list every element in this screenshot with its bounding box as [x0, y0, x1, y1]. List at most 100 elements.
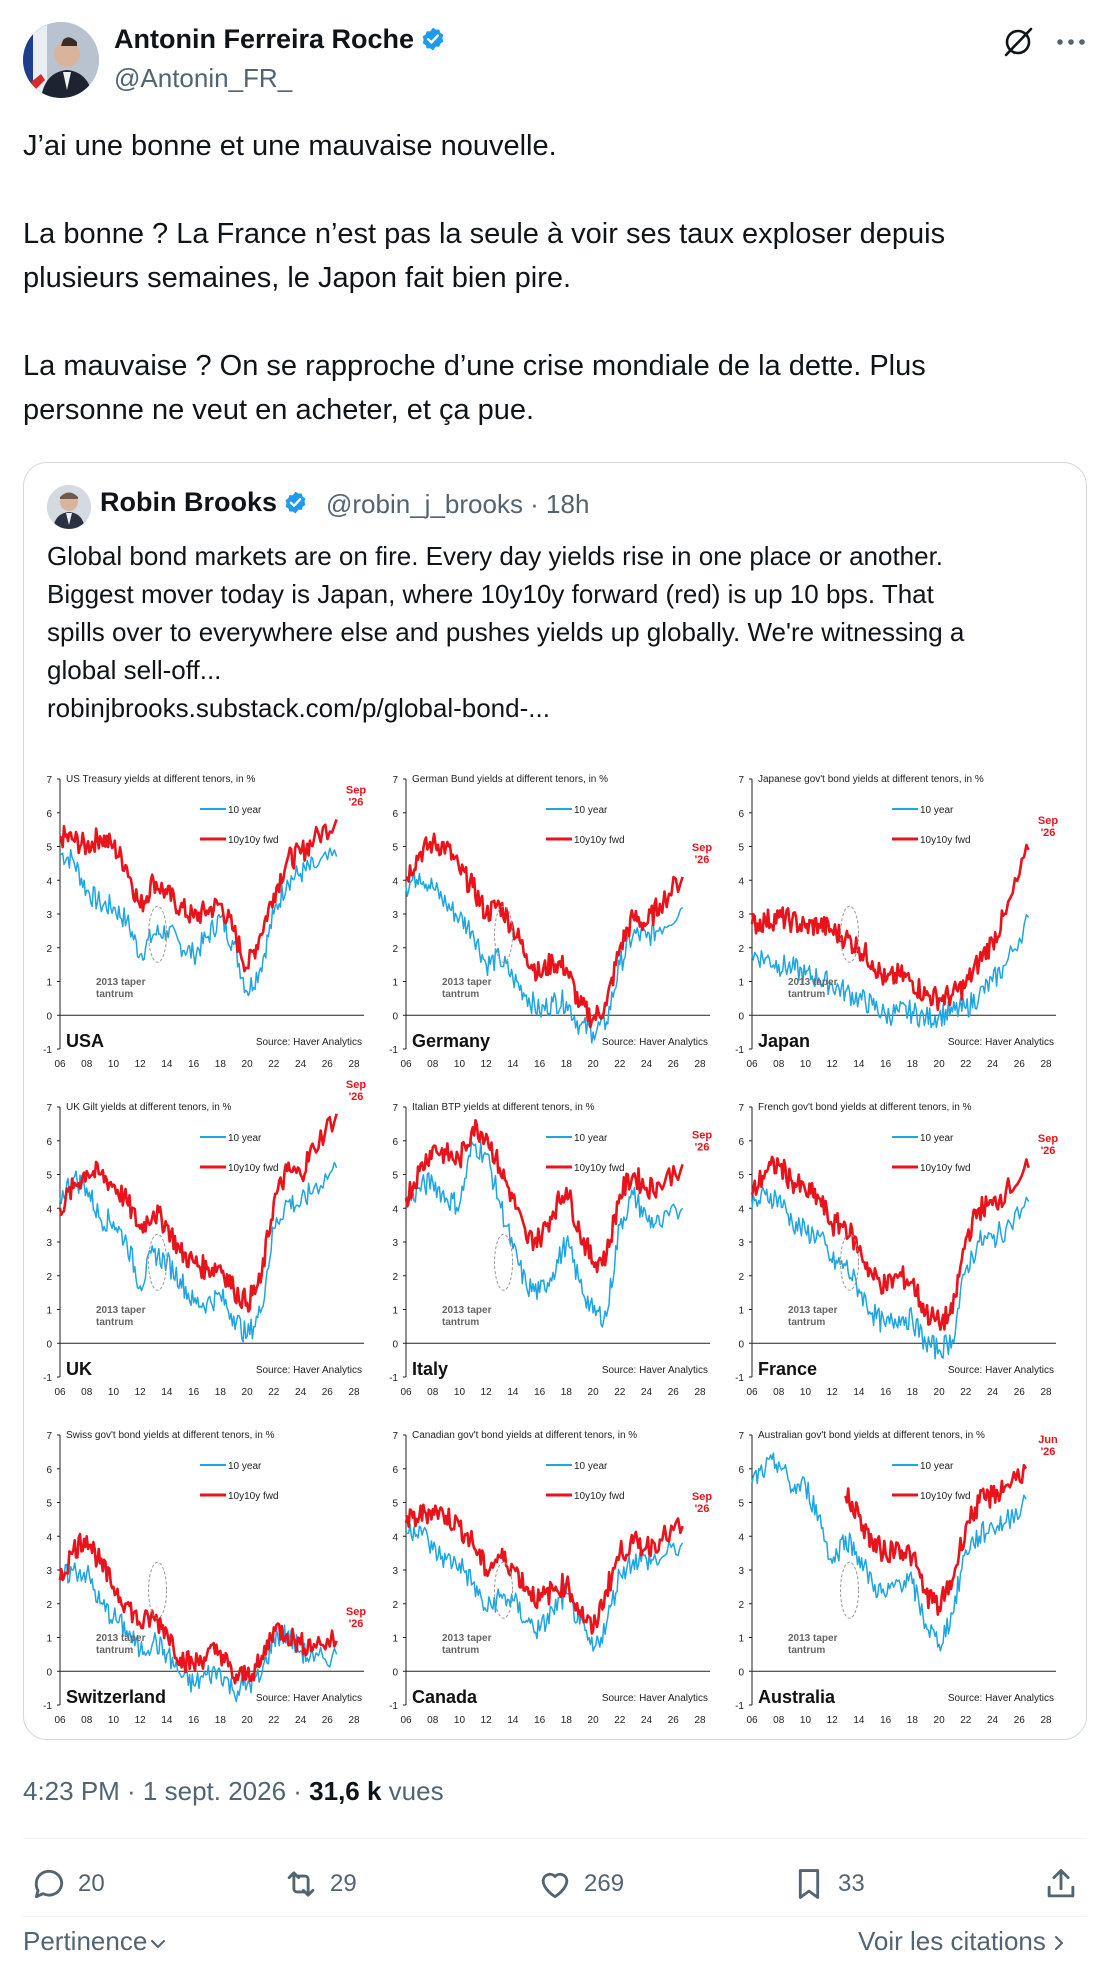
taper-tantrum-ellipse	[494, 1561, 514, 1619]
quoted-author-name-row[interactable]: Robin Brooks	[100, 487, 308, 518]
chevron-right-icon	[1054, 1936, 1063, 1950]
grok-icon[interactable]	[1000, 24, 1036, 60]
x-tick-label: 16	[880, 1387, 892, 1398]
verified-badge-icon	[285, 491, 306, 514]
series-line-10y10y-fwd	[404, 1503, 684, 1635]
x-tick-label: 06	[400, 1059, 412, 1070]
y-tick-label: 2	[392, 1272, 398, 1283]
y-tick-label: 1	[392, 978, 398, 989]
annotation-text: 2013 taper	[442, 1305, 492, 1316]
like-button[interactable]: 269	[536, 1864, 624, 1904]
x-tick-label: 28	[694, 1059, 706, 1070]
tweet-line: J’ai une bonne et une mauvaise nouvelle.	[23, 130, 557, 162]
y-tick-label: 2	[738, 1600, 744, 1611]
author-name-row[interactable]: Antonin Ferreira Roche	[114, 24, 446, 55]
reply-button[interactable]: 20	[30, 1864, 105, 1904]
end-date-label: Sep	[1038, 1133, 1058, 1145]
sort-dropdown[interactable]: Pertinence	[23, 1926, 167, 1957]
x-tick-label: 10	[108, 1715, 120, 1726]
quoted-author-handle-time[interactable]: @robin_j_brooks · 18h	[326, 489, 590, 519]
author-avatar[interactable]	[23, 22, 99, 98]
y-tick-label: -1	[735, 1045, 744, 1056]
tweet-timestamp[interactable]: 4:23 PM · 1 sept. 2026 ·	[23, 1776, 310, 1806]
tweet-line: personne ne veut en acheter, et ça pue.	[23, 394, 535, 426]
tweet-text: J’ai une bonne et une mauvaise nouvelle.…	[23, 124, 1083, 432]
annotation-text: 2013 taper	[96, 1633, 146, 1644]
source-label: Source: Haver Analytics	[948, 1693, 1054, 1704]
chart-title: Japanese gov't bond yields at different …	[758, 774, 984, 785]
x-tick-label: 24	[987, 1059, 999, 1070]
share-icon	[1047, 1869, 1075, 1898]
share-button[interactable]	[1042, 1864, 1090, 1904]
y-tick-label: 2	[738, 1272, 744, 1283]
y-tick-label: -1	[735, 1701, 744, 1712]
quoted-author-name[interactable]: Robin Brooks	[100, 487, 278, 517]
legend-label: 10 year	[920, 1133, 954, 1144]
y-tick-label: 0	[46, 1011, 52, 1022]
quoted-author-avatar[interactable]	[47, 485, 91, 529]
country-label: Germany	[412, 1031, 490, 1051]
y-tick-label: 3	[392, 910, 398, 921]
annotation-text: 2013 taper	[442, 977, 492, 988]
end-date-label: Sep	[346, 785, 366, 797]
end-date-label: '26	[695, 1503, 710, 1515]
series-line-10y10y-fwd	[58, 819, 338, 973]
series-line-10y10y-fwd	[58, 1532, 338, 1685]
end-date-label: '26	[1041, 1145, 1056, 1157]
tweet-line: plusieurs semaines, le Japon fait bien p…	[23, 262, 572, 294]
x-tick-label: 28	[1040, 1715, 1052, 1726]
repost-icon	[287, 1871, 315, 1897]
avatar-photo	[23, 22, 99, 98]
x-tick-label: 12	[481, 1059, 493, 1070]
x-tick-label: 10	[108, 1059, 120, 1070]
x-tick-label: 26	[1014, 1387, 1026, 1398]
bookmark-button[interactable]: 33	[790, 1864, 865, 1904]
x-tick-label: 16	[880, 1059, 892, 1070]
author-name[interactable]: Antonin Ferreira Roche	[114, 24, 415, 54]
x-tick-label: 26	[1014, 1715, 1026, 1726]
x-tick-label: 20	[588, 1715, 600, 1726]
chart-title: Italian BTP yields at different tenors, …	[412, 1102, 595, 1113]
y-tick-label: 6	[392, 809, 398, 820]
x-tick-label: 14	[853, 1387, 865, 1398]
x-tick-label: 14	[161, 1715, 173, 1726]
quoted-line: global sell-off...	[47, 655, 222, 685]
y-tick-label: -1	[735, 1373, 744, 1384]
x-tick-label: 10	[800, 1387, 812, 1398]
end-date-label: Sep	[692, 1129, 712, 1141]
y-tick-label: 4	[738, 1204, 744, 1215]
y-tick-label: 5	[46, 843, 52, 854]
more-options-icon[interactable]	[1054, 30, 1088, 54]
taper-tantrum-ellipse	[494, 905, 514, 963]
y-tick-label: 7	[392, 1103, 398, 1114]
x-tick-label: 22	[268, 1387, 280, 1398]
legend-label: 10y10y fwd	[920, 835, 971, 846]
repost-button[interactable]: 29	[282, 1864, 357, 1904]
x-tick-label: 20	[588, 1387, 600, 1398]
x-tick-label: 24	[641, 1715, 653, 1726]
source-label: Source: Haver Analytics	[256, 1037, 362, 1048]
end-date-label: Sep	[692, 1491, 712, 1503]
y-tick-label: 1	[738, 978, 744, 989]
y-tick-label: 7	[46, 1103, 52, 1114]
x-tick-label: 16	[880, 1715, 892, 1726]
quoted-link[interactable]: robinjbrooks.substack.com/p/global-bond-…	[47, 693, 550, 723]
x-tick-label: 12	[135, 1387, 147, 1398]
x-tick-label: 06	[746, 1059, 758, 1070]
y-tick-label: 3	[392, 1566, 398, 1577]
divider	[23, 1838, 1087, 1839]
x-tick-label: 12	[827, 1715, 839, 1726]
x-tick-label: 20	[242, 1715, 254, 1726]
author-handle[interactable]: @Antonin_FR_	[114, 63, 293, 93]
view-quotes-link[interactable]: Voir les citations	[858, 1926, 1066, 1957]
divider	[23, 1916, 1087, 1917]
x-tick-label: 20	[242, 1387, 254, 1398]
y-tick-label: -1	[389, 1373, 398, 1384]
quoted-tweet[interactable]: Robin Brooks @robin_j_brooks · 18h Globa…	[23, 462, 1087, 1740]
reply-count: 20	[78, 1870, 105, 1897]
x-tick-label: 08	[81, 1715, 93, 1726]
